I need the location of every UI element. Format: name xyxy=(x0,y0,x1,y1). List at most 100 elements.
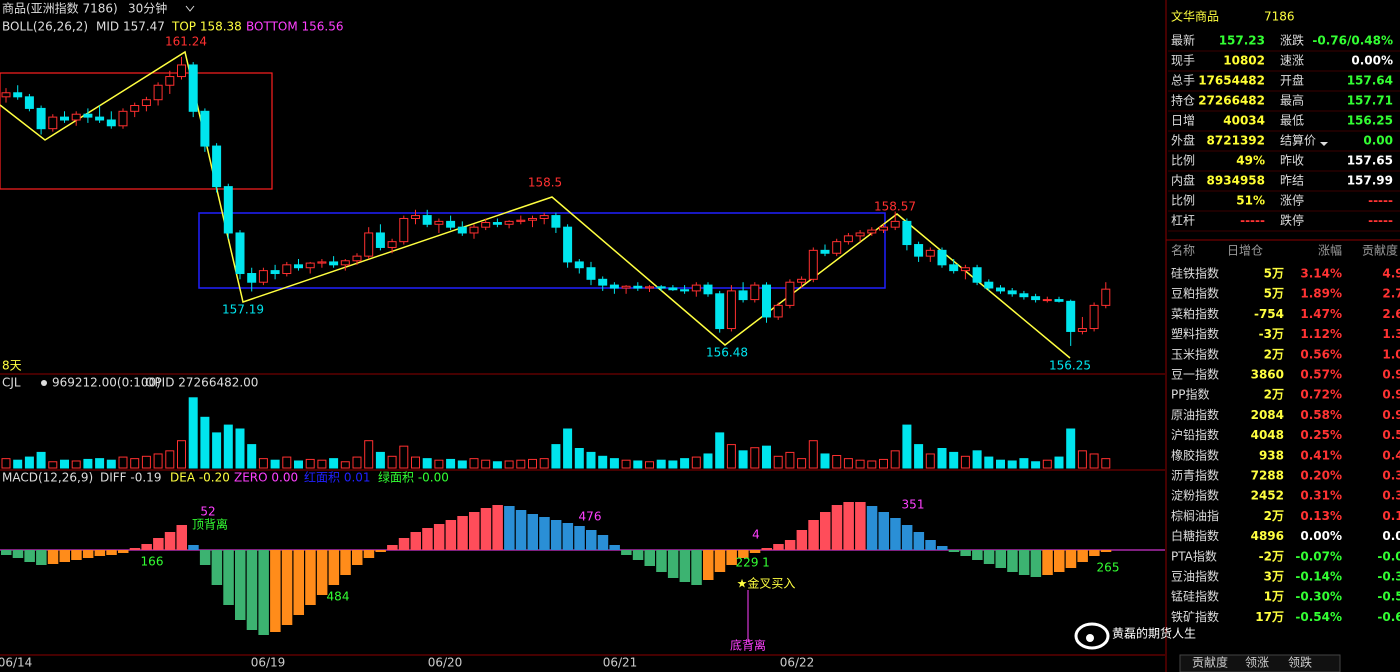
candle-body xyxy=(1054,299,1064,302)
volume-bar xyxy=(329,458,339,469)
macd-bar xyxy=(340,550,351,575)
watermark: 黄磊的期货人生 xyxy=(1112,626,1196,641)
candle-body xyxy=(399,217,409,243)
volume-bar xyxy=(867,460,877,469)
macd-bar xyxy=(515,510,527,550)
volume-bar xyxy=(258,458,268,469)
index-contribution: 4.95 xyxy=(1382,267,1400,281)
volume-bar xyxy=(656,459,666,469)
candle-body xyxy=(925,249,935,257)
macd-bar xyxy=(550,520,562,550)
macd-bar xyxy=(609,545,620,550)
macd-annotation: 229 xyxy=(736,556,759,570)
index-contribution: 0.13 xyxy=(1382,509,1400,523)
volume-bar xyxy=(785,451,795,469)
candle-body xyxy=(305,262,315,269)
tab[interactable]: 贡献度 xyxy=(1192,655,1228,670)
price-label: 158.5 xyxy=(528,176,562,190)
volume-bar xyxy=(1042,459,1052,469)
macd-bar xyxy=(24,550,35,562)
index-change: 3.14% xyxy=(1300,267,1342,281)
volume-bar xyxy=(118,456,128,469)
volume-bar xyxy=(60,459,69,469)
index-contribution: 2.64 xyxy=(1382,307,1400,321)
candle-body xyxy=(24,96,34,109)
label: MID 157.47 xyxy=(96,20,165,34)
index-name: 白糖指数 xyxy=(1171,528,1219,543)
quote-label: 最低 xyxy=(1280,114,1304,128)
index-change: 0.20% xyxy=(1300,469,1342,483)
volume-bar xyxy=(223,424,233,469)
macd-annotation: 顶背离 xyxy=(192,517,228,532)
volume-bar xyxy=(282,456,292,469)
candle-body xyxy=(141,99,151,107)
index-change: 1.47% xyxy=(1300,307,1342,321)
volume-bar xyxy=(762,445,771,469)
candle-body xyxy=(691,284,701,292)
index-oi: 3860 xyxy=(1251,368,1284,382)
volume-bar xyxy=(504,460,514,469)
candle-body xyxy=(446,220,456,228)
quote-value: 157.23 xyxy=(1219,34,1265,48)
candle-body xyxy=(1089,304,1099,330)
macd-bar xyxy=(574,526,585,550)
index-oi: 2万 xyxy=(1264,388,1284,402)
candle-body xyxy=(1031,296,1041,301)
macd-bar xyxy=(235,550,246,620)
volume-bar xyxy=(645,461,654,469)
tab[interactable]: 领跌 xyxy=(1288,655,1312,670)
quote-value: 0.00 xyxy=(1363,134,1393,148)
date-label: 06/19 xyxy=(251,656,286,670)
macd-bar xyxy=(656,550,667,572)
macd-bar xyxy=(316,550,328,595)
volume-bar xyxy=(984,456,994,469)
macd-bar xyxy=(878,512,889,550)
index-contribution: 0.31 xyxy=(1382,489,1400,503)
label: 8天 xyxy=(2,359,22,373)
candle-body xyxy=(867,229,877,234)
macd-bar xyxy=(118,550,129,553)
volume-bar xyxy=(422,458,432,469)
volume-bar xyxy=(539,458,549,469)
volume-bar xyxy=(1089,453,1099,469)
candle-body xyxy=(914,244,924,257)
column-header: 涨幅 xyxy=(1318,243,1342,258)
macd-bar xyxy=(586,530,597,550)
candle-body xyxy=(153,84,163,101)
macd-bar xyxy=(714,550,726,572)
macd-bar xyxy=(1042,550,1053,575)
label: DEA -0.20 xyxy=(170,471,230,485)
candle-body xyxy=(645,286,654,289)
candle-body xyxy=(843,235,853,243)
index-name: 淀粉指数 xyxy=(1171,488,1219,503)
candle-body xyxy=(808,249,818,280)
quote-value: 10802 xyxy=(1223,54,1265,68)
quote-value: 40034 xyxy=(1223,114,1265,128)
index-contribution: 1.01 xyxy=(1382,347,1400,361)
index-oi: 1万 xyxy=(1264,590,1284,604)
macd-bar xyxy=(1018,550,1030,575)
index-contribution: -0.30 xyxy=(1377,570,1400,584)
quote-label: 涨跌 xyxy=(1280,33,1304,48)
volume-bar xyxy=(399,445,409,469)
macd-bar xyxy=(644,550,655,566)
index-oi: -3万 xyxy=(1259,327,1284,341)
quote-label: 总手 xyxy=(1171,74,1195,88)
volume-bar xyxy=(516,459,526,469)
volume-bar xyxy=(551,444,561,469)
volume-bar xyxy=(188,397,198,469)
candle-body xyxy=(481,222,491,228)
index-change: -0.14% xyxy=(1295,570,1342,584)
candle-body xyxy=(282,264,292,275)
candle-body xyxy=(422,215,432,225)
price-label: 156.25 xyxy=(1049,359,1091,373)
macd-bar xyxy=(246,550,258,630)
quote-label: 跌停 xyxy=(1280,213,1304,228)
quote-value: 17654482 xyxy=(1198,74,1265,88)
index-name: 玉米指数 xyxy=(1171,346,1219,361)
macd-bar xyxy=(82,550,94,558)
quote-value: 156.25 xyxy=(1347,114,1393,128)
quote-label: 昨收 xyxy=(1280,154,1304,168)
candle-body xyxy=(820,249,830,254)
tab[interactable]: 领涨 xyxy=(1245,655,1269,670)
